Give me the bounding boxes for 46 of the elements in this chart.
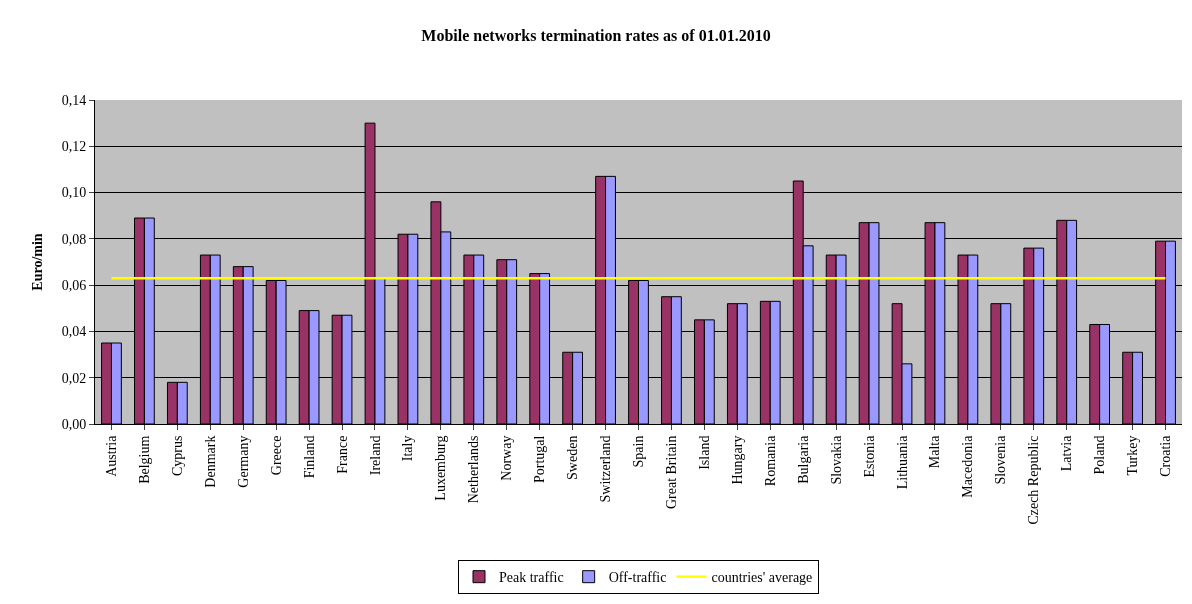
legend-label: Off-traffic [608, 570, 667, 586]
y-tick-label: 0,04 [61, 324, 87, 340]
y-tick-label: 0,00 [61, 416, 87, 432]
x-tick-label: Germany [235, 435, 251, 488]
x-tick-label: Slovenia [993, 434, 1009, 485]
legend-label: Peak traffic [499, 570, 564, 586]
y-tick-label: 0,06 [61, 278, 87, 294]
x-tick-label: Hungary [729, 435, 745, 485]
x-tick-label: Portugal [532, 435, 548, 484]
x-tick-label: Czech Republic [1026, 435, 1042, 525]
x-tick-label: Sweden [565, 435, 581, 480]
x-tick-label: Romania [762, 434, 778, 487]
x-tick-label: Latvia [1059, 434, 1075, 472]
x-tick-label: Macedonia [960, 434, 976, 498]
x-tick-label: Denmark [202, 435, 218, 488]
x-tick-label: Ireland [367, 435, 383, 476]
x-tick-label: Italy [400, 435, 416, 462]
chart-title: Mobile networks termination rates as of 01.01.2010 [421, 27, 771, 45]
x-tick-label: Belgium [136, 435, 152, 484]
y-tick-label: 0,12 [61, 139, 87, 155]
x-tick-label: Turkey [1125, 435, 1141, 476]
x-tick-label: Estonia [861, 434, 877, 478]
x-tick-label: Norway [499, 435, 515, 481]
x-tick-label: Lithuania [894, 434, 910, 490]
y-axis-title: Euro/min [30, 233, 46, 291]
y-tick-label: 0,08 [61, 231, 87, 247]
x-tick-label: Malta [927, 434, 943, 469]
x-tick-label: Finland [301, 435, 317, 479]
x-tick-label: Greece [268, 435, 284, 476]
x-tick-label: Great Britain [663, 435, 679, 510]
x-tick-label: Austria [104, 434, 120, 477]
x-tick-label: Netherlands [466, 435, 482, 504]
x-tick-label: Bulgaria [795, 434, 811, 484]
x-tick-label: Spain [631, 435, 647, 468]
y-tick-label: 0,14 [61, 92, 87, 108]
x-tick-label: Island [696, 435, 712, 470]
x-tick-label: Switzerland [598, 435, 614, 503]
x-tick-label: France [334, 435, 350, 474]
y-tick-label: 0,02 [61, 370, 87, 386]
x-tick-label: Cyprus [169, 435, 185, 477]
y-tick-label: 0,10 [61, 185, 87, 201]
x-tick-label: Poland [1092, 435, 1108, 475]
x-tick-label: Croatia [1158, 434, 1174, 477]
x-tick-label: Slovakia [828, 434, 844, 485]
legend-label: countries' average [711, 570, 813, 586]
x-tick-label: Luxemburg [433, 435, 449, 501]
